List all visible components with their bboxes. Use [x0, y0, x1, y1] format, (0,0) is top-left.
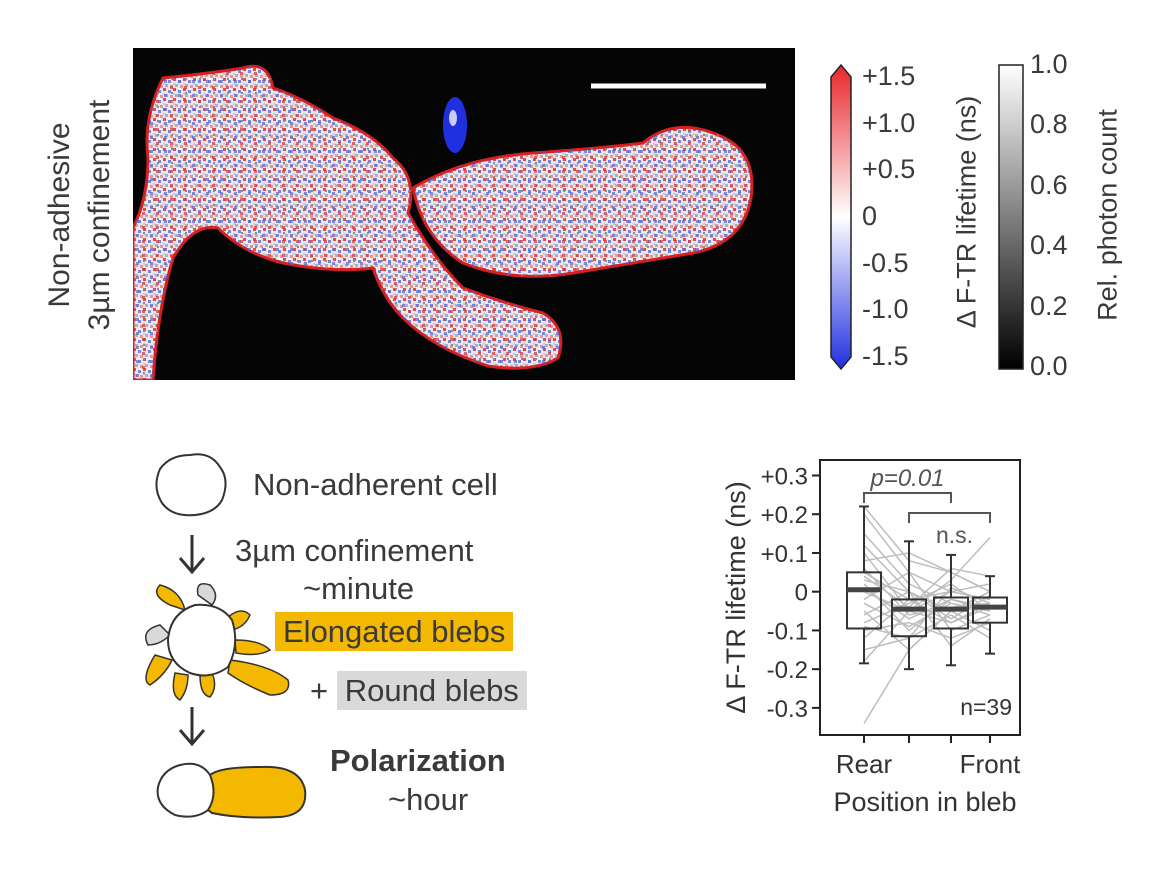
y-tick-label: +0.3 — [761, 463, 808, 490]
lifetime-colorbar-label: Δ F-TR lifetime (ns) — [951, 95, 982, 329]
arrow-down-icon-1 — [178, 535, 206, 575]
x-tick-label: Front — [960, 749, 1021, 779]
boxplot-panel: +0.3 +0.2 +0.1 0 -0.1 -0.2 -0.3 Rear Front Positi… — [715, 440, 1135, 830]
photon-colorbar-gradient — [998, 64, 1024, 370]
y-axis-label: Δ F-TR lifetime (ns) — [721, 481, 751, 714]
boxplot-chart: +0.3 +0.2 +0.1 0 -0.1 -0.2 -0.3 Rear Front Positi… — [721, 459, 1021, 817]
photon-colorbar-label: Rel. photon count — [1092, 109, 1123, 321]
lifetime-colorbar-tick-label: -0.5 — [862, 247, 909, 278]
paired-line — [863, 602, 991, 628]
paired-line — [863, 505, 991, 593]
elongated-blebs-text: Elongated blebs — [275, 612, 514, 651]
round-blebs-text: Round blebs — [336, 671, 527, 710]
paired-line — [863, 544, 991, 620]
paired-line — [863, 606, 991, 662]
flim-micrograph — [131, 48, 795, 382]
lifetime-colorbar-tick-label: -1.5 — [862, 341, 909, 371]
photon-colorbar-tick-label: 0.6 — [1030, 169, 1068, 200]
paired-line — [863, 614, 991, 651]
lifetime-colorbar: +1.5 +1.0 +0.5 0 -0.5 -1.0 -1.5 — [826, 61, 986, 372]
y-tick-label: +0.1 — [761, 541, 808, 568]
y-tick-label: -0.1 — [767, 618, 808, 645]
step-hour: ~hour — [388, 782, 469, 817]
paired-line — [863, 571, 991, 632]
blebbing-cell-icon — [145, 583, 290, 701]
photon-colorbar-tick-label: 0.0 — [1030, 351, 1068, 381]
elongated-blebs-label: Elongated blebs — [275, 612, 514, 651]
step-nonadherent: Non-adherent cell — [253, 467, 498, 502]
lifetime-colorbar-tick-label: +1.5 — [862, 61, 916, 91]
photon-colorbar: 1.0 0.8 0.6 0.4 0.2 0.0 — [998, 49, 1098, 381]
blue-particle — [443, 97, 467, 153]
box — [846, 571, 882, 630]
lifetime-colorbar-tick-label: -1.0 — [862, 294, 909, 325]
row-label-line2: 3µm confinement — [83, 99, 116, 331]
lifetime-colorbar-tick-label: 0 — [862, 201, 878, 231]
y-tick-label: -0.2 — [767, 657, 808, 684]
plus-sign: + — [310, 673, 329, 708]
y-tick-label: -0.3 — [767, 696, 808, 723]
schematic: Non-adherent cell 3µm confinement ~minut… — [140, 445, 600, 845]
paired-line — [863, 587, 991, 620]
round-blebs-label: + Round blebs — [310, 671, 527, 710]
arrow-down-icon-2 — [178, 707, 206, 747]
round-cell-icon — [155, 453, 227, 517]
micrograph-image — [131, 64, 766, 382]
plot-frame — [819, 459, 1021, 736]
photon-colorbar-tick-label: 0.4 — [1030, 230, 1068, 261]
lifetime-colorbar-tick-label: +0.5 — [862, 154, 916, 185]
photon-colorbar-tick-label: 0.8 — [1030, 109, 1068, 140]
y-tick-label: +0.2 — [761, 502, 808, 529]
photon-colorbar-tick-label: 0.2 — [1030, 290, 1068, 321]
paired-line — [863, 586, 991, 640]
x-tick-label: Rear — [836, 749, 893, 779]
schematic-drawings — [145, 453, 307, 819]
step-polarization: Polarization — [330, 743, 506, 778]
significance-label: n.s. — [936, 522, 973, 548]
y-tick-label: 0 — [795, 580, 808, 607]
n-annotation: n=39 — [960, 694, 1012, 720]
paired-line — [863, 591, 991, 724]
significance-bracket — [863, 492, 952, 503]
lifetime-colorbar-tick-label: +1.0 — [862, 107, 916, 138]
x-axis-label: Position in bleb — [833, 787, 1016, 817]
step-confinement: 3µm confinement — [235, 533, 474, 568]
significance-bracket — [908, 512, 991, 523]
lifetime-colorbar-gradient — [830, 63, 852, 371]
polarized-cell-icon — [156, 762, 307, 819]
box — [972, 596, 1008, 624]
box — [933, 596, 969, 630]
row-label-line1: Non-adhesive — [43, 122, 76, 308]
photon-colorbar-tick-label: 1.0 — [1030, 49, 1068, 79]
micrograph-row-label: Non-adhesive 3µm confinement — [30, 55, 130, 375]
box — [891, 598, 927, 638]
significance-label: p=0.01 — [869, 465, 944, 492]
step-minute: ~minute — [303, 571, 415, 606]
paired-line — [863, 583, 991, 624]
paired-line — [863, 567, 991, 609]
